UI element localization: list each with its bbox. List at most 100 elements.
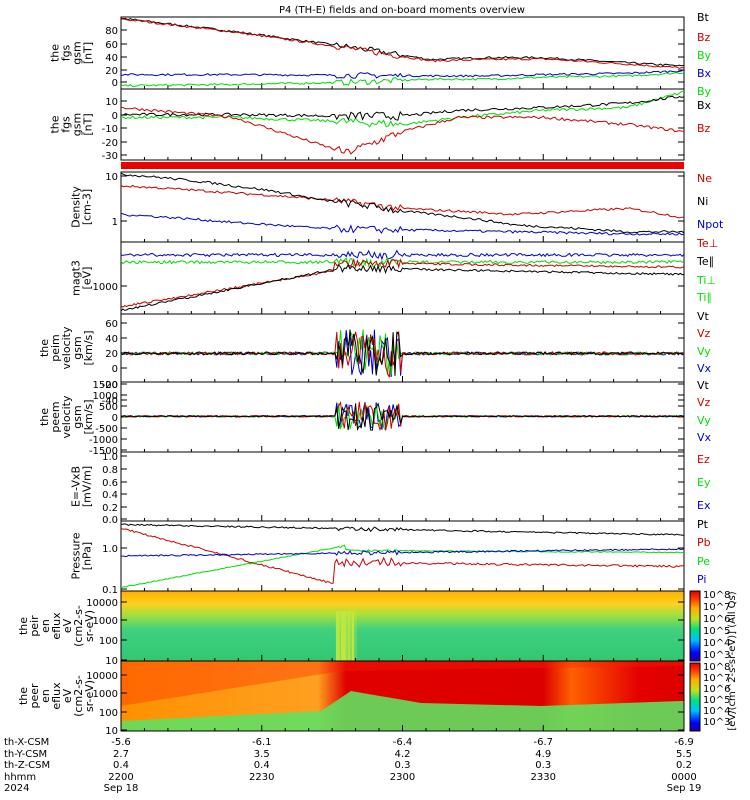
y-tick-label: 10: [105, 97, 118, 108]
y-tick-label: 0: [112, 364, 118, 375]
y-tick-label: 500: [99, 402, 118, 413]
y-tick-label: 10000: [86, 598, 118, 609]
legend-entry: Pi: [697, 573, 706, 586]
colorbar: [689, 590, 701, 662]
series-pb: [120, 528, 685, 584]
time-row-value: -6.9: [674, 737, 694, 748]
y-axis-label: magt3[eV]: [70, 260, 94, 296]
colorbar-tick: 10^6: [703, 684, 730, 695]
legend-entry: Vy: [697, 345, 711, 358]
y-tick-label: 0.8: [102, 465, 118, 476]
legend-entry: Ti⊥: [696, 274, 716, 287]
series-te-par: [120, 263, 684, 312]
time-row-label: 2024: [4, 783, 29, 794]
y-axis-label: thepeimvelocitygsm[km/s]: [38, 326, 95, 369]
legend-entry: Bt: [697, 11, 710, 24]
y-axis-label: thepeerenefluxeV(cm2-s-sr-eV): [17, 675, 96, 717]
y-tick-label: 100: [99, 636, 118, 647]
legend-entry: Ti∥: [696, 291, 712, 304]
legend-entry: Ne: [697, 172, 712, 185]
series-bz: [120, 106, 685, 155]
time-row-value: -6.7: [533, 737, 553, 748]
mode-indicator-bar: [121, 162, 684, 169]
y-tick-label: 10: [105, 656, 118, 667]
panel-frame: [120, 520, 685, 592]
series-te-perp: [120, 249, 685, 261]
y-axis-label: Pressure[nPa]: [70, 532, 94, 579]
legend-entry: Bz: [697, 122, 711, 135]
time-row-value: 0.4: [254, 760, 270, 771]
series-bx: [120, 69, 685, 79]
series-npot: [120, 212, 685, 236]
y-tick-label: -20: [102, 138, 118, 149]
y-tick-label: 40: [105, 53, 118, 64]
y-tick-label: -500: [95, 424, 118, 435]
legend-entry: Bx: [697, 99, 712, 112]
high-energy-band: [121, 661, 684, 706]
panel-pressure: 1.0 0.1 Pressure[nPa] Pt Pb Pe Pi: [70, 518, 711, 596]
series-ne: [120, 184, 684, 219]
time-row-value: -5.6: [111, 737, 131, 748]
legend-entry: Bz: [697, 31, 711, 44]
y-tick-label: 0.4: [102, 490, 118, 501]
time-row-value: 0.3: [535, 760, 551, 771]
y-tick-label: -1000: [89, 435, 118, 446]
y-tick-label: 40: [105, 334, 118, 345]
y-axis-label: Density[cm-3]: [70, 186, 94, 228]
legend-entry: Npot: [697, 218, 724, 231]
series-by: [120, 72, 685, 88]
series-pt: [120, 523, 685, 536]
y-tick-label: -40: [102, 396, 118, 407]
time-row-value: 0.2: [676, 760, 692, 771]
legend-entry: Bx: [697, 67, 712, 80]
colorbar: [689, 662, 701, 732]
legend-entry: Ez: [697, 453, 710, 466]
y-axis-label: thepeirenefluxeV(cm2-s-sr-eV): [17, 605, 96, 647]
series-peem-black: [120, 402, 685, 431]
series-pi: [120, 548, 685, 558]
time-row-value: 2300: [390, 772, 415, 783]
colorbar-tick: 10^4: [703, 638, 730, 649]
ion-spectrogram-image: [121, 591, 684, 661]
series-bz: [120, 18, 684, 70]
time-row-label: th-X-CSM: [4, 737, 49, 748]
legend-entry: Pb: [697, 536, 711, 549]
y-axis-label: E=-VxB[mV/m]: [70, 466, 94, 507]
legend-entry: Te∥: [696, 255, 714, 268]
series-vel-black: [120, 329, 685, 376]
legend-entry: By: [697, 49, 712, 62]
time-row-label: hhmm: [4, 772, 36, 783]
y-tick-label: -10: [102, 124, 118, 135]
y-tick-label: 0.2: [102, 503, 118, 514]
y-tick-label: 1: [112, 217, 118, 228]
legend-entry: Vt: [697, 310, 710, 323]
y-tick-label: 1000: [93, 282, 118, 293]
time-row-label: th-Y-CSM: [4, 749, 47, 760]
y-tick-label: 20: [105, 66, 118, 77]
legend-entry: Ex: [697, 499, 711, 512]
legend-entry: Vx: [697, 362, 712, 375]
colorbar-tick: 10^7: [703, 602, 730, 613]
panel-peir-spectrogram: 10000 1000 100 10 thepeirenefluxeV(cm2-s-sr-…: [17, 590, 685, 667]
panel-frame: [120, 451, 685, 522]
series-pe: [120, 544, 685, 589]
legend-entry: Ey: [697, 476, 711, 489]
legend-entry: Te⊥: [696, 237, 718, 250]
time-row-value: 4.9: [535, 749, 551, 760]
panel-peer-spectrogram: 10000 1000 100 10 thepeerenefluxeV(cm2-s-sr-…: [17, 660, 685, 737]
y-axis-label: thefgsgsm[nT]: [49, 41, 95, 64]
time-row-value: 2230: [249, 772, 274, 783]
series-ni: [120, 172, 685, 234]
colorbar-tick: 10^5: [703, 695, 730, 706]
y-tick-label: -1500: [89, 446, 118, 457]
legend-entry: Vx: [697, 431, 712, 444]
panel-efield: 1.0 0.8 0.60.4 0.20.0 E=-VxB[mV/m] Ez Ey Ex: [70, 451, 711, 526]
colorbar-tick: 10^4: [703, 706, 730, 717]
panel-frame: [120, 241, 685, 315]
time-row-value: 0.3: [395, 760, 411, 771]
colorbar-tick: 10^6: [703, 614, 730, 625]
y-tick-label: 1000: [93, 689, 118, 700]
y-tick-label: 60: [105, 319, 118, 330]
time-row-value: 3.5: [254, 749, 270, 760]
